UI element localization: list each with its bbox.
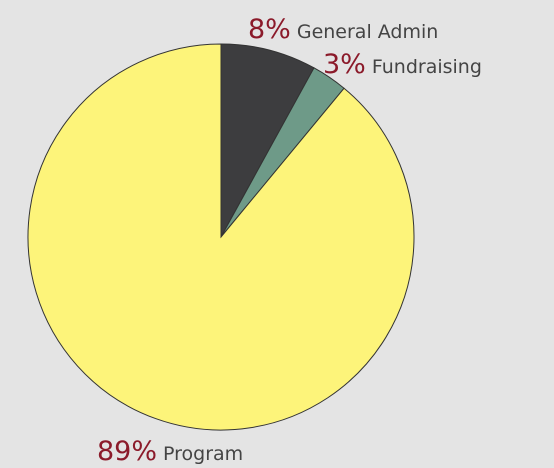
pie-slice — [27, 43, 415, 431]
slice-percent: 8% — [248, 14, 291, 45]
slice-name: Program — [163, 443, 243, 465]
slice-percent: 3% — [323, 49, 366, 80]
slice-label: 3% Fundraising — [323, 49, 482, 80]
slice-percent: 89% — [97, 436, 157, 467]
slice-name: Fundraising — [372, 56, 482, 78]
pie-slice — [220, 43, 315, 238]
slice-name: General Admin — [297, 21, 438, 43]
slice-label: 89% Program — [97, 436, 243, 467]
slice-label: 8% General Admin — [248, 14, 438, 45]
